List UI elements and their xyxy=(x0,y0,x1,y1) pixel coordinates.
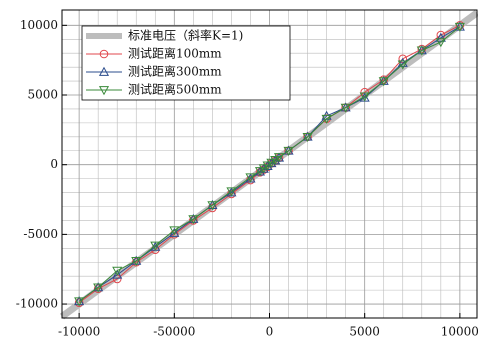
marker xyxy=(207,201,218,211)
y-tick-label: 5000 xyxy=(27,88,58,102)
marker xyxy=(454,22,465,32)
y-tick-label: -5000 xyxy=(23,227,58,241)
marker xyxy=(321,114,332,124)
legend-label: 测试距离100mm xyxy=(128,46,222,61)
marker xyxy=(435,32,446,42)
marker xyxy=(302,132,313,143)
marker xyxy=(226,187,237,197)
x-tick-label: -50000 xyxy=(153,325,195,339)
marker xyxy=(378,77,389,87)
marker xyxy=(150,241,161,251)
marker xyxy=(340,103,351,113)
marker xyxy=(74,297,85,307)
marker xyxy=(169,227,180,237)
marker xyxy=(98,66,110,76)
marker xyxy=(273,153,285,163)
marker xyxy=(359,92,370,102)
marker xyxy=(188,215,199,225)
marker xyxy=(397,60,408,70)
marker xyxy=(262,161,273,171)
legend-label: 测试距离300mm xyxy=(128,64,222,79)
marker xyxy=(266,158,277,168)
x-tick-label: -10000 xyxy=(58,325,100,339)
marker xyxy=(131,256,142,267)
marker xyxy=(169,226,180,236)
x-tick-label: 5000 xyxy=(349,325,380,339)
plot-frame xyxy=(61,9,478,319)
marker xyxy=(258,164,269,174)
marker xyxy=(245,173,256,183)
marker xyxy=(99,49,109,59)
marker xyxy=(270,155,281,166)
marker xyxy=(112,266,123,276)
y-tick-label: 0 xyxy=(50,157,58,171)
marker xyxy=(416,46,427,56)
marker xyxy=(112,269,123,279)
marker xyxy=(254,167,266,177)
marker xyxy=(435,38,446,48)
y-tick-label: -10000 xyxy=(16,297,58,311)
legend-label: 测试距离500mm xyxy=(128,82,222,97)
marker xyxy=(93,283,104,293)
y-tick-label: 10000 xyxy=(20,18,58,32)
legend-label: 标准电压（斜率K=1) xyxy=(128,28,243,43)
marker xyxy=(283,146,294,156)
marker xyxy=(98,86,110,96)
legend: 标准电压（斜率K=1) 测试距离100mm 测试距离300mm 测试距离500mm xyxy=(81,25,291,101)
x-tick-label: 0 xyxy=(266,325,274,339)
x-tick-label: 10000 xyxy=(441,325,478,339)
